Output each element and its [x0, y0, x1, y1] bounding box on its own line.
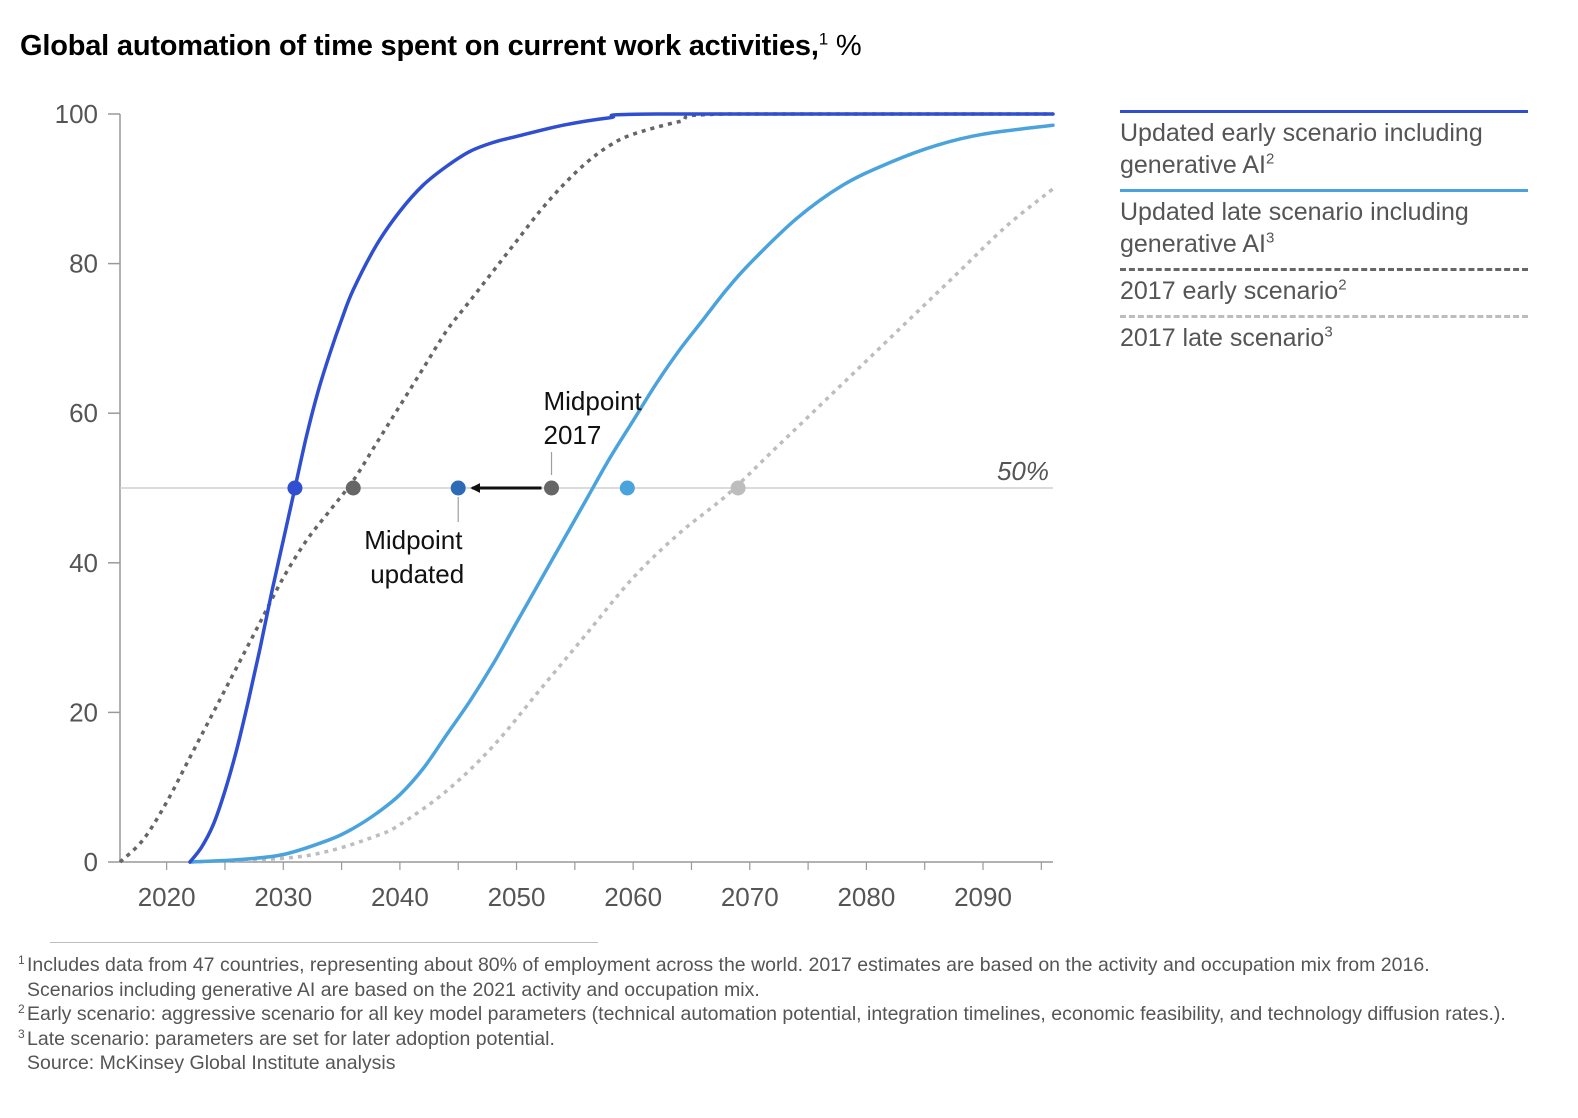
y-tick-label: 20 [69, 697, 98, 727]
legend-swatch-updated-early [1120, 110, 1528, 113]
reference-line-label: 50% [997, 456, 1049, 486]
footnote-text: Includes data from 47 countries, represe… [27, 954, 1430, 1001]
legend-label-line1: Updated late scenario including [1120, 198, 1469, 226]
legend-swatch-early-2017 [1120, 268, 1528, 271]
legend-swatch-late-2017 [1120, 315, 1528, 318]
source-note: Source: McKinsey Global Institute analys… [27, 1052, 396, 1074]
midpoint-marker-updated-early [287, 480, 303, 496]
annotations: Midpoint 2017 Midpoint updated [364, 386, 642, 589]
legend-item-updated-late: Updated late scenario including generativ… [1120, 189, 1528, 260]
x-tick-label: 2020 [138, 882, 196, 912]
midpoint-2017-label-line1: Midpoint [544, 386, 643, 416]
x-tick-label: 2080 [837, 882, 895, 912]
legend-label-line1: 2017 late scenario [1120, 324, 1325, 352]
x-tick-label: 2050 [488, 882, 546, 912]
midpoint-marker-midpoint-updated [450, 480, 466, 496]
legend-footnote-mark: 3 [1324, 323, 1333, 341]
legend-swatch-updated-late [1120, 189, 1528, 192]
legend-footnote-mark: 2 [1265, 150, 1275, 168]
title-text: Global automation of time spent on curre… [20, 30, 819, 62]
footnotes: 1 Includes data from 47 countries, repres… [18, 953, 1518, 1076]
legend-footnote-mark: 2 [1338, 276, 1347, 294]
midpoint-marker-updated-late [619, 480, 635, 496]
y-tick-label: 40 [69, 548, 98, 578]
legend-label-line1: Updated early scenario including [1120, 119, 1483, 147]
legend-label-line1: 2017 early scenario [1120, 277, 1339, 305]
footnote-mark: 2 [18, 1002, 25, 1016]
footnote-divider [50, 942, 598, 943]
midpoint-updated-label-line2: updated [370, 559, 464, 589]
midpoint-marker-early-2017 [345, 480, 361, 496]
y-tick-label: 60 [69, 398, 98, 428]
midpoint-markers [287, 480, 746, 496]
footnote-3: 3 Late scenario: parameters are set for l… [18, 1027, 1518, 1052]
footnote-mark: 1 [18, 953, 25, 967]
x-tick-label: 2030 [254, 882, 312, 912]
x-tick-label: 2070 [721, 882, 779, 912]
footnote-text: Early scenario: aggressive scenario for … [27, 1003, 1506, 1025]
series-line-late-2017 [189, 187, 1055, 864]
legend-footnote-mark: 3 [1265, 229, 1275, 247]
title-unit: % [835, 30, 862, 62]
legend-item-updated-early: Updated early scenario including generati… [1120, 110, 1528, 181]
footnote-text: Late scenario: parameters are set for la… [27, 1027, 555, 1050]
series-line-early-2017 [118, 112, 1053, 864]
series-line-updated-early [188, 112, 1055, 864]
x-tick-label: 2040 [371, 882, 429, 912]
footnote-2: 2 Early scenario: aggressive scenario for… [18, 1002, 1518, 1027]
legend-item-early-2017: 2017 early scenario2 [1120, 268, 1528, 307]
reference-line-group: 50% [120, 456, 1053, 489]
legend-label-line2: generative AI [1120, 230, 1266, 258]
legend-label-line2: generative AI [1120, 151, 1266, 179]
y-tick-label: 100 [55, 99, 98, 129]
series-lines [118, 112, 1055, 864]
midpoint-updated-label-line1: Midpoint [364, 525, 463, 555]
footnote-1: 1 Includes data from 47 countries, repres… [18, 953, 1518, 1002]
legend: Updated early scenario including generati… [1120, 110, 1528, 354]
midpoint-marker-late-2017 [730, 480, 746, 496]
series-line-updated-late [188, 123, 1055, 864]
y-tick-label: 80 [69, 249, 98, 279]
chart-title: Global automation of time spent on curre… [20, 29, 862, 63]
footnote-mark: 3 [18, 1026, 25, 1041]
midpoint-2017-label-line2: 2017 [544, 420, 602, 450]
x-tick-label: 2060 [604, 882, 662, 912]
title-footnote-mark: 1 [818, 29, 828, 49]
x-tick-label: 2090 [954, 882, 1012, 912]
y-tick-label: 0 [84, 847, 98, 877]
midpoint-marker-midpoint-2017 [544, 480, 560, 496]
legend-item-late-2017: 2017 late scenario3 [1120, 315, 1528, 354]
